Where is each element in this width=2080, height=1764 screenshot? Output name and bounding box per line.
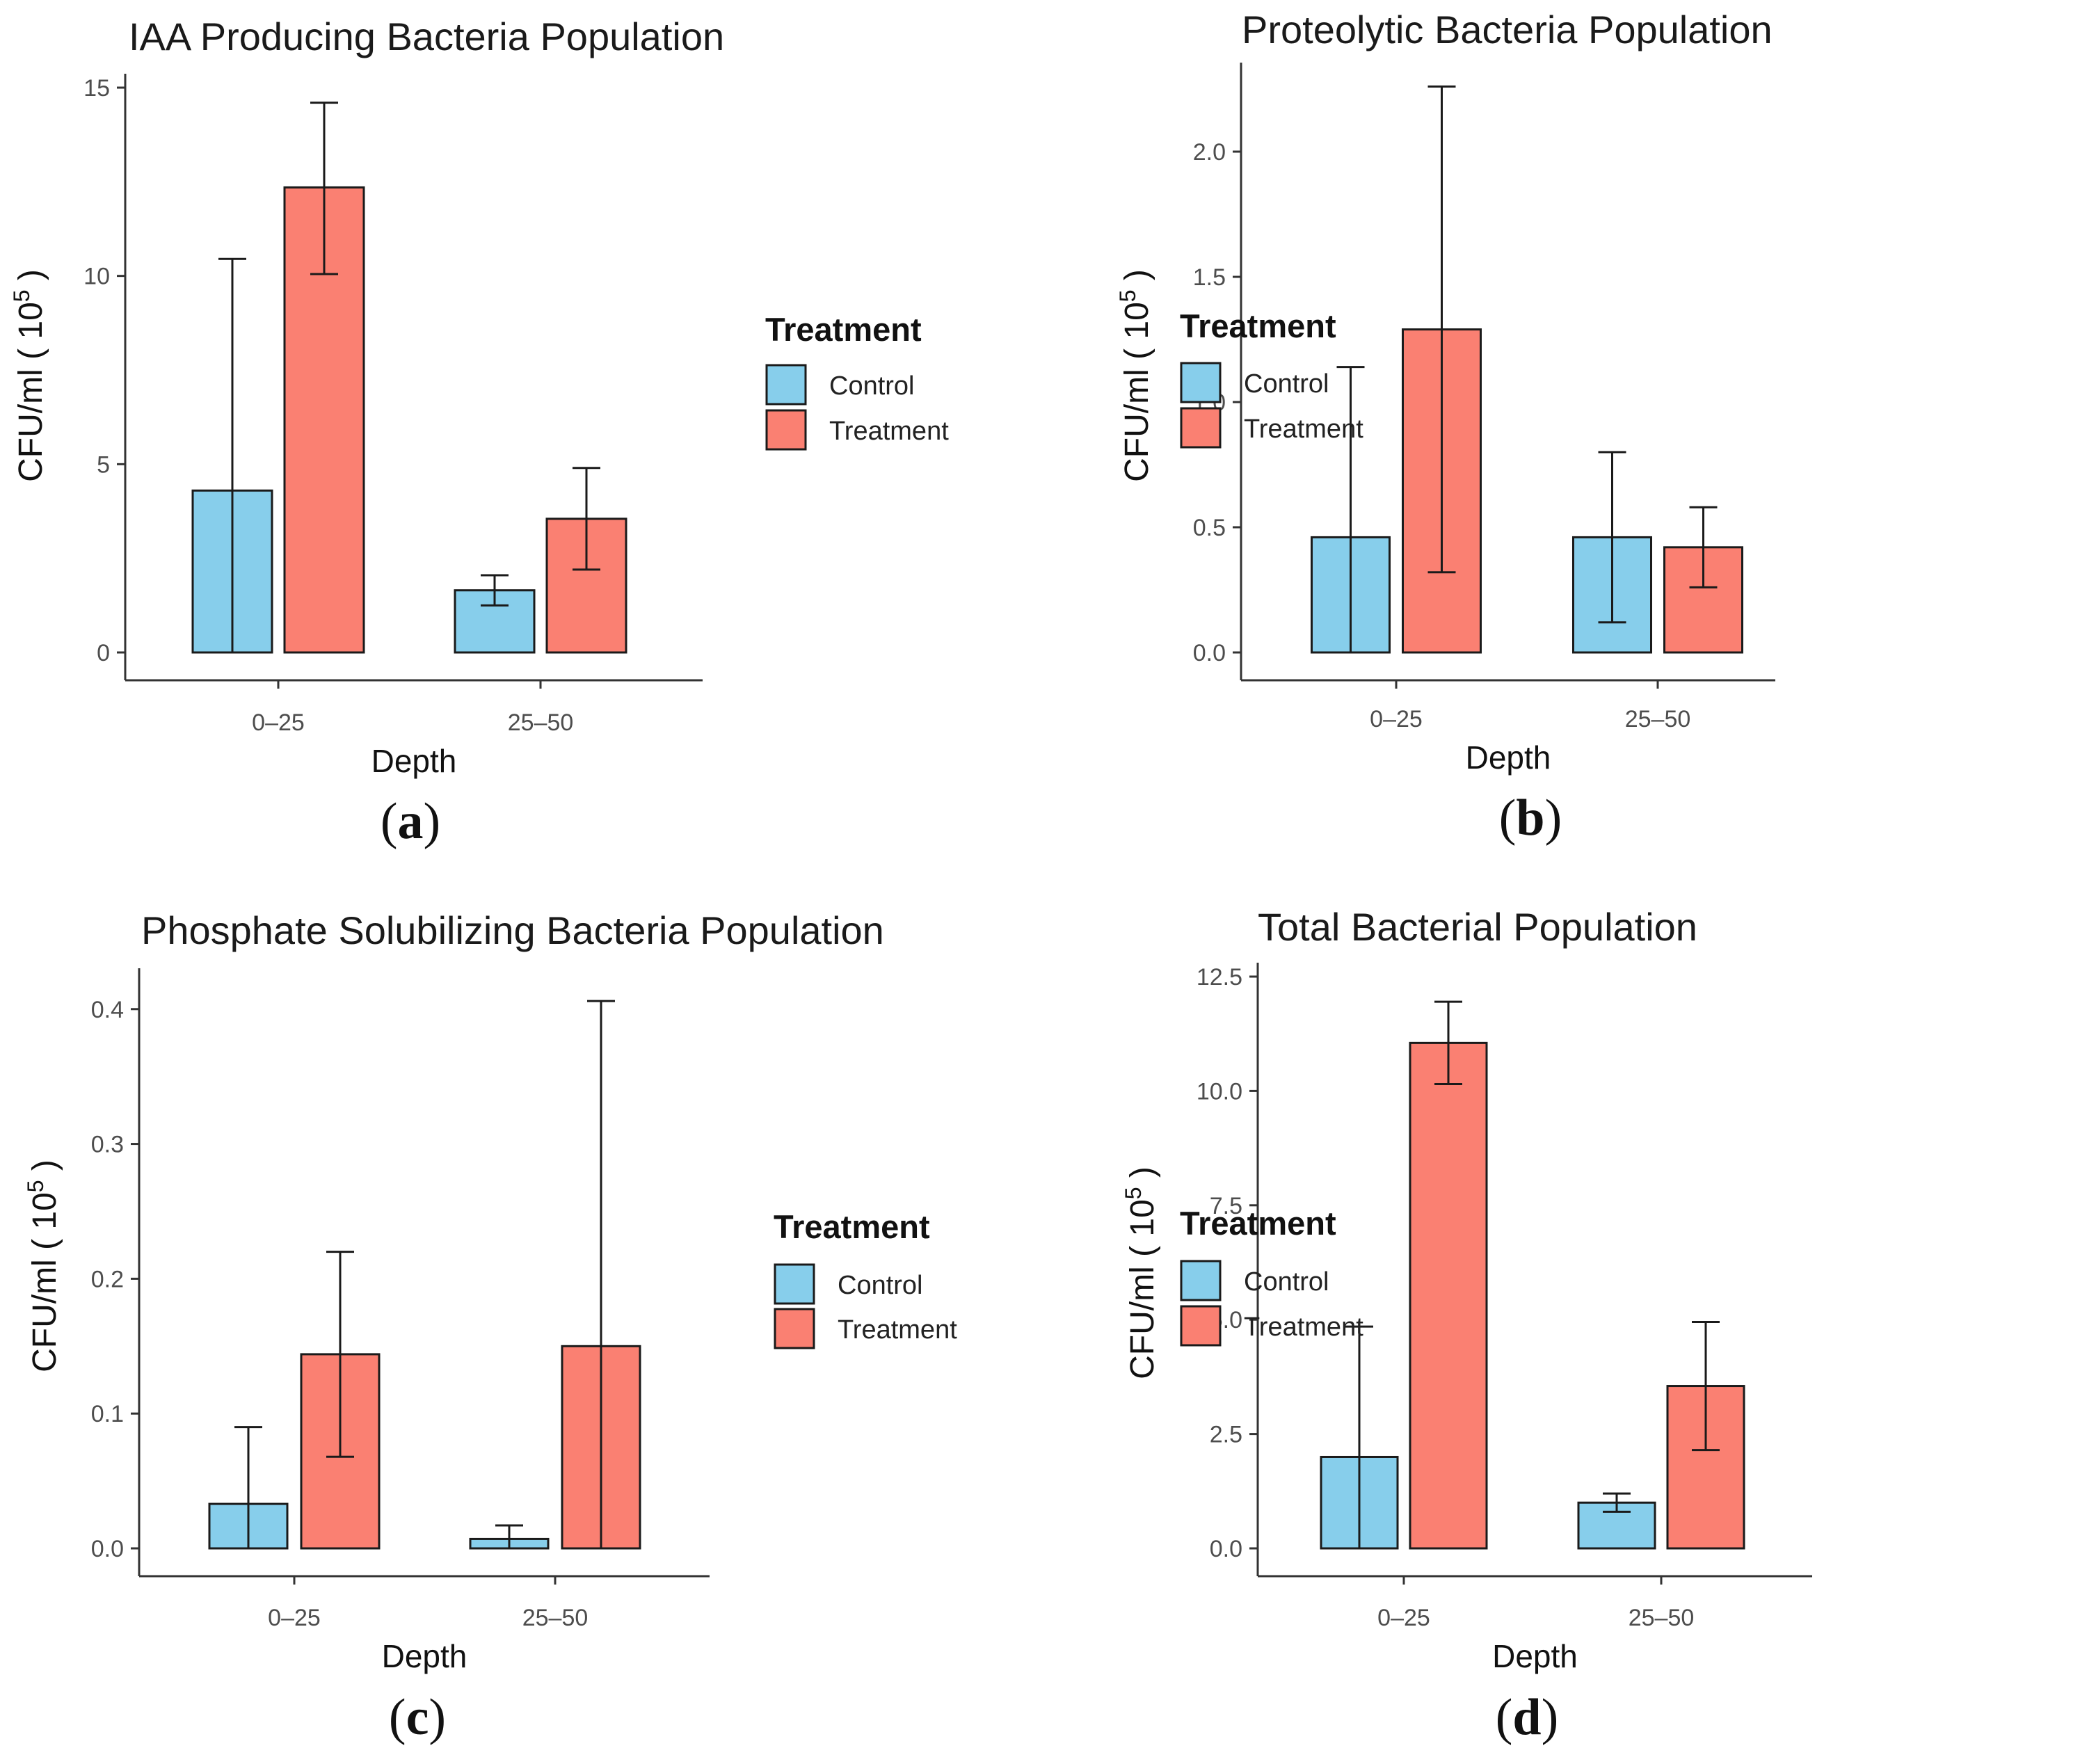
y-tick-label: 15 bbox=[83, 75, 110, 102]
x-tick-label: 25–50 bbox=[1629, 1605, 1695, 1631]
y-tick-label: 0.2 bbox=[91, 1266, 124, 1292]
y-tick-label: 7.5 bbox=[1210, 1193, 1242, 1219]
legend: Treatment Control Treatment bbox=[1180, 1205, 1363, 1347]
panel-label: (a) bbox=[381, 793, 440, 850]
x-tick-label: 0–25 bbox=[1377, 1605, 1430, 1631]
legend-title: Treatment bbox=[1180, 1205, 1336, 1242]
x-axis-title: Depth bbox=[1492, 1638, 1578, 1674]
y-tick-label: 0.0 bbox=[91, 1536, 124, 1562]
legend-swatch-treatment bbox=[774, 1308, 815, 1349]
chart-panel-c: Phosphate Solubilizing Bacteria Populati… bbox=[23, 908, 957, 1746]
x-tick-label: 0–25 bbox=[252, 709, 305, 736]
legend-label-treatment: Treatment bbox=[1244, 415, 1363, 444]
legend-swatch-treatment bbox=[1180, 1305, 1222, 1347]
chart-panel-b: Proteolytic Bacteria Population0.00.51.0… bbox=[1115, 8, 1775, 847]
panel-label: (d) bbox=[1496, 1689, 1558, 1746]
y-tick-label: 0.0 bbox=[1210, 1536, 1242, 1562]
x-axis-title: Depth bbox=[382, 1638, 467, 1674]
legend-label-treatment: Treatment bbox=[829, 417, 949, 446]
legend-title: Treatment bbox=[1180, 307, 1336, 344]
bar-treatment-1 bbox=[1409, 1041, 1488, 1550]
x-tick-label: 25–50 bbox=[522, 1605, 589, 1631]
legend-title: Treatment bbox=[765, 311, 922, 348]
legend-swatch-control bbox=[1180, 362, 1222, 403]
y-axis-title: CFU/ml ( 105 ) bbox=[9, 269, 49, 482]
y-tick-label: 2.5 bbox=[1210, 1422, 1242, 1448]
y-tick-label: 2.0 bbox=[1193, 139, 1226, 166]
x-tick-label: 25–50 bbox=[1625, 706, 1691, 732]
chart-title: Total Bacterial Population bbox=[1258, 905, 1697, 949]
legend-swatch-treatment bbox=[1180, 407, 1222, 449]
x-tick-label: 0–25 bbox=[268, 1605, 321, 1631]
y-tick-label: 0.4 bbox=[91, 997, 124, 1023]
x-axis-title: Depth bbox=[1466, 739, 1551, 776]
y-tick-label: 0.3 bbox=[91, 1132, 124, 1158]
legend-label-control: Control bbox=[829, 371, 915, 401]
chart-panel-d: Total Bacterial Population0.02.55.07.510… bbox=[1121, 905, 1812, 1746]
y-tick-label: 0.0 bbox=[1193, 640, 1226, 666]
bar-control-2 bbox=[454, 589, 536, 654]
legend: Treatment Control Treatment bbox=[774, 1208, 957, 1349]
legend-label-control: Control bbox=[1244, 369, 1329, 399]
y-axis-title: CFU/ml ( 105 ) bbox=[1121, 1166, 1161, 1379]
legend: Treatment Control Treatment bbox=[765, 311, 949, 451]
legend-label-control: Control bbox=[838, 1271, 923, 1300]
legend-swatch-control bbox=[774, 1263, 815, 1305]
legend: Treatment Control Treatment bbox=[1180, 307, 1363, 449]
x-tick-label: 0–25 bbox=[1370, 706, 1423, 732]
chart-title: Proteolytic Bacteria Population bbox=[1242, 8, 1773, 51]
y-tick-label: 0 bbox=[97, 640, 110, 666]
y-axis-title: CFU/ml ( 105 ) bbox=[23, 1160, 63, 1372]
y-tick-label: 12.5 bbox=[1197, 964, 1242, 991]
y-tick-label: 0.5 bbox=[1193, 515, 1226, 541]
y-tick-label: 5 bbox=[97, 451, 110, 478]
legend-swatch-control bbox=[1180, 1260, 1222, 1301]
chart-panel-a: IAA Producing Bacteria Population 0 5 10 15 C… bbox=[9, 15, 949, 850]
y-tick-label: 0.1 bbox=[91, 1401, 124, 1427]
legend-label-control: Control bbox=[1244, 1267, 1329, 1297]
x-axis-title: Depth bbox=[371, 743, 457, 779]
chart-title: IAA Producing Bacteria Population bbox=[129, 15, 724, 58]
panel-label: (c) bbox=[389, 1689, 446, 1746]
legend-label-treatment: Treatment bbox=[838, 1315, 957, 1345]
panel-label: (b) bbox=[1499, 789, 1562, 847]
chart-title: Phosphate Solubilizing Bacteria Populati… bbox=[141, 908, 884, 952]
legend-swatch-treatment bbox=[765, 409, 807, 451]
legend-label-treatment: Treatment bbox=[1244, 1313, 1363, 1342]
x-tick-label: 25–50 bbox=[508, 709, 574, 736]
y-tick-label: 10 bbox=[83, 264, 110, 290]
y-tick-label: 10.0 bbox=[1197, 1078, 1242, 1105]
y-axis-title: CFU/ml ( 105 ) bbox=[1115, 269, 1155, 482]
legend-swatch-control bbox=[765, 364, 807, 406]
y-tick-label: 1.5 bbox=[1193, 264, 1226, 291]
legend-title: Treatment bbox=[774, 1208, 930, 1245]
